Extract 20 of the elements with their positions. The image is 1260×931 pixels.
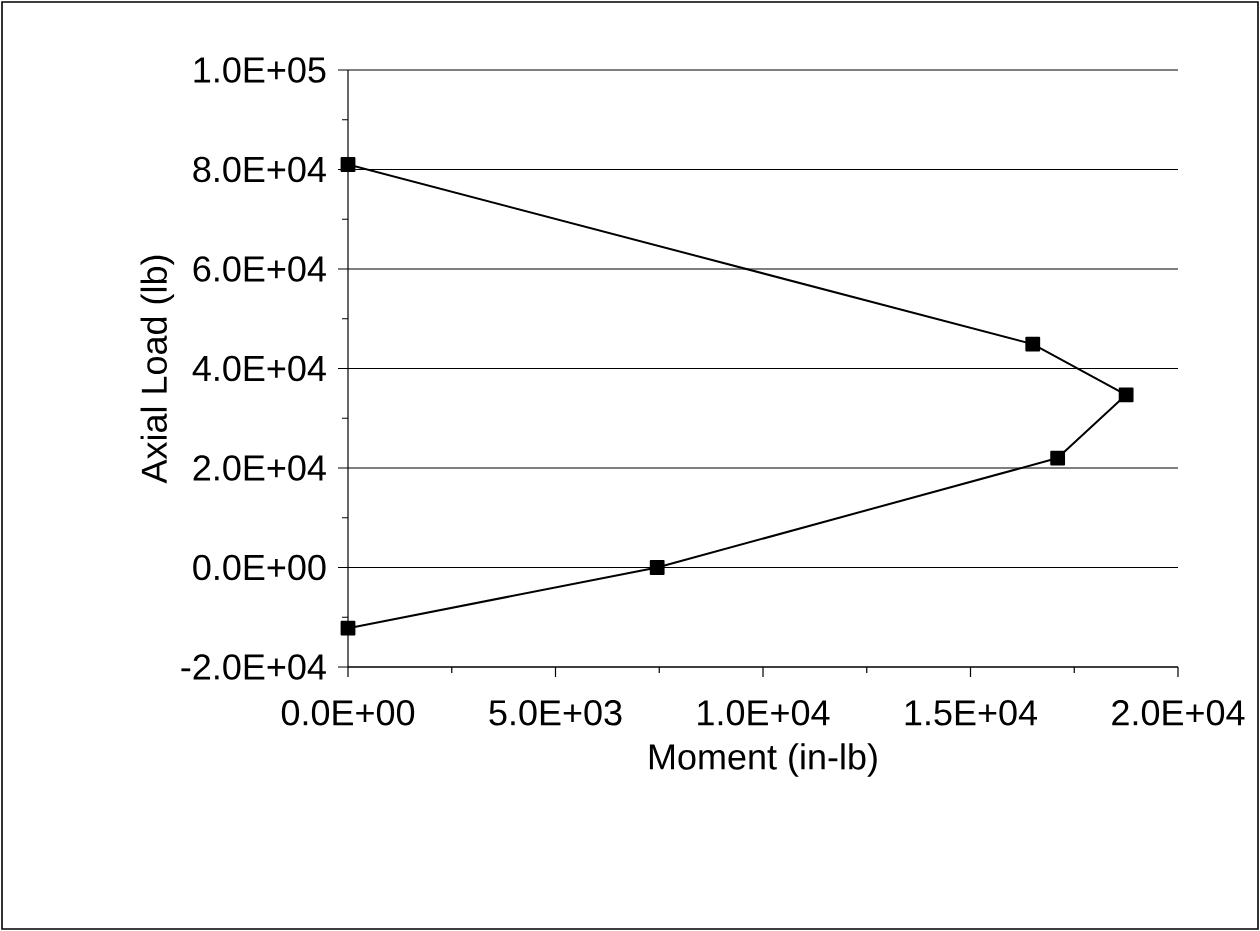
point (1050, 450, 1066, 466)
y-tick-label: 1.0E+05 (194, 57, 326, 83)
point (340, 157, 356, 172)
y-tick-label: 6.0E+04 (193, 256, 326, 282)
point (340, 620, 356, 636)
y-axis-title: Axial Load (lb) (140, 255, 175, 484)
point (1025, 336, 1041, 352)
x-tick-label: 5.0E+03 (489, 700, 622, 726)
y-tick-label: 2.0E+04 (193, 455, 326, 481)
x-tick-label: 1.0E+04 (698, 700, 830, 726)
y-tick-label: 4.0E+04 (192, 355, 326, 382)
y-tick-label: 8.0E+04 (193, 156, 326, 183)
y-tick-label: 0.0E+00 (193, 554, 326, 581)
point (1118, 387, 1134, 403)
x-tick-label: 0.0E+00 (281, 700, 415, 726)
x-axis-title: Moment (in-lb) (649, 743, 877, 777)
y-tick-label: -2.0E+04 (181, 654, 326, 680)
x-tick-label: 1.5E+04 (905, 700, 1038, 726)
point (649, 560, 665, 575)
x-tick-label: 2.0E+04 (1112, 700, 1245, 726)
